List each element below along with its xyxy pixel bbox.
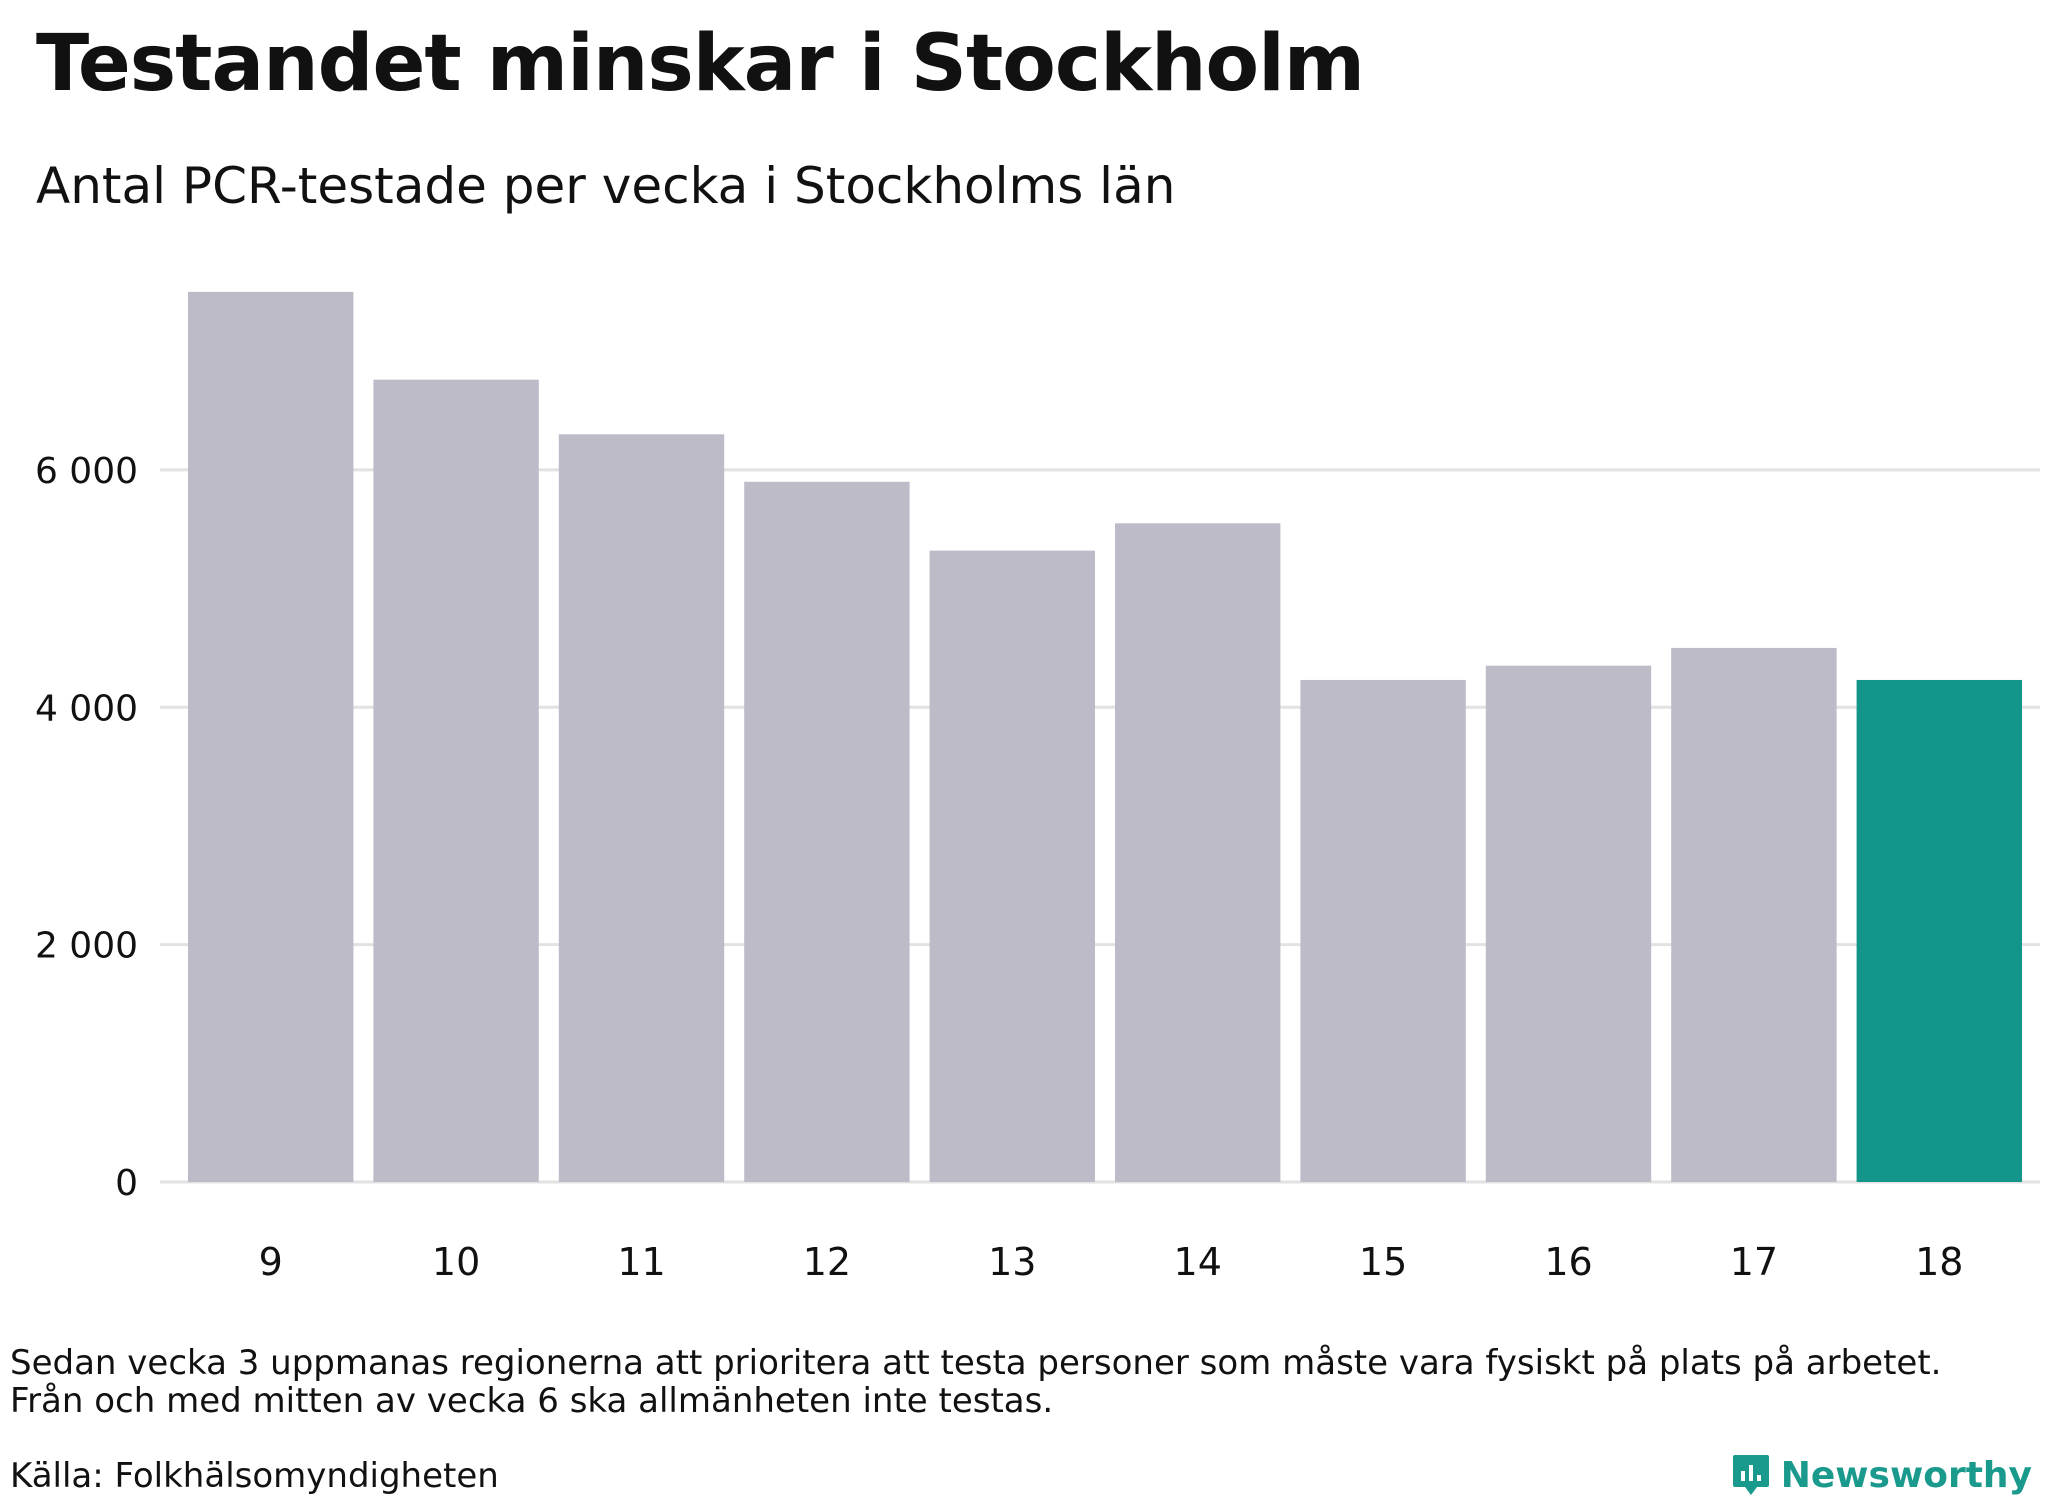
x-tick-label: 13 <box>988 1240 1036 1284</box>
chart-note-line-1: Sedan vecka 3 uppmanas regionerna att pr… <box>10 1343 1942 1383</box>
x-tick-label: 16 <box>1544 1240 1592 1284</box>
source-label: Källa: Folkhälsomyndigheten <box>10 1456 499 1496</box>
bar-week-11 <box>558 434 725 1183</box>
bar-week-14 <box>1115 523 1281 1182</box>
y-axis-ticks: 0 2 000 4 000 6 000 <box>35 451 138 1204</box>
y-tick-label: 6 000 <box>35 451 138 492</box>
x-tick-label: 9 <box>259 1240 283 1284</box>
y-tick-label: 2 000 <box>35 926 138 967</box>
x-tick-label: 12 <box>803 1240 851 1284</box>
bar-chart: 0 2 000 4 000 6 000 9 10 11 12 13 14 15 16 17 18 <box>35 291 2040 1284</box>
bar-week-10 <box>373 379 539 1183</box>
newsworthy-logo-icon <box>1732 1455 1769 1495</box>
y-tick-label: 4 000 <box>35 688 138 729</box>
x-tick-label: 10 <box>432 1240 480 1284</box>
bar-week-12 <box>744 481 910 1182</box>
y-tick-label: 0 <box>115 1163 138 1204</box>
bar-week-17 <box>1671 647 1837 1182</box>
chart-note: Sedan vecka 3 uppmanas regionerna att pr… <box>10 1344 1941 1420</box>
x-tick-label: 11 <box>617 1240 665 1284</box>
bar-week-15 <box>1300 679 1466 1182</box>
x-axis-ticks: 9 10 11 12 13 14 15 16 17 18 <box>259 1240 1964 1284</box>
bar-week-16 <box>1485 665 1652 1182</box>
x-tick-label: 17 <box>1730 1240 1778 1284</box>
x-tick-label: 18 <box>1915 1240 1963 1284</box>
bar-week-9 <box>188 291 354 1182</box>
brand-logo: Newsworthy <box>1731 1452 2032 1498</box>
bar-week-13 <box>929 550 1095 1182</box>
chart-note-line-2: Från och med mitten av vecka 6 ska allmä… <box>10 1381 1054 1421</box>
brand-name: Newsworthy <box>1780 1454 2032 1496</box>
chart-title: Testandet minskar i Stockholm <box>36 19 1365 109</box>
x-tick-label: 14 <box>1174 1240 1222 1284</box>
bar-week-18 <box>1856 679 2022 1182</box>
x-tick-label: 15 <box>1359 1240 1407 1284</box>
chart-subtitle: Antal PCR-testade per vecka i Stockholms… <box>36 157 1176 215</box>
bars <box>188 291 2022 1183</box>
